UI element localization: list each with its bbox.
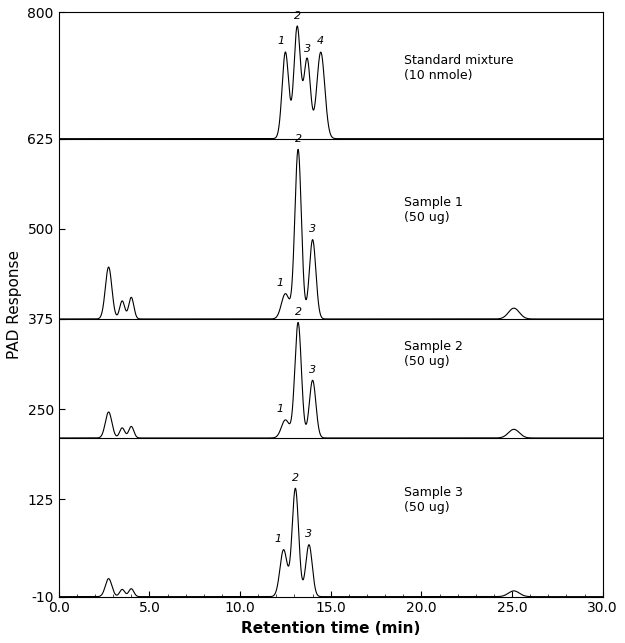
Text: 4: 4 xyxy=(318,37,324,46)
Text: 2: 2 xyxy=(294,307,302,317)
Text: 3: 3 xyxy=(309,224,316,234)
Text: Sample 1
(50 ug): Sample 1 (50 ug) xyxy=(404,196,463,224)
Text: 1: 1 xyxy=(277,278,284,288)
Text: 2: 2 xyxy=(292,473,299,483)
Text: 2: 2 xyxy=(294,11,301,21)
X-axis label: Retention time (min): Retention time (min) xyxy=(241,621,421,636)
Text: 1: 1 xyxy=(278,37,284,46)
Text: 1: 1 xyxy=(275,534,282,544)
Text: 3: 3 xyxy=(309,365,316,374)
Text: 3: 3 xyxy=(304,44,311,53)
Text: 1: 1 xyxy=(277,404,284,414)
Text: Sample 2
(50 ug): Sample 2 (50 ug) xyxy=(404,340,463,368)
Text: Sample 3
(50 ug): Sample 3 (50 ug) xyxy=(404,486,463,514)
Text: 3: 3 xyxy=(306,529,312,539)
Y-axis label: PAD Response: PAD Response xyxy=(7,250,22,359)
Text: 2: 2 xyxy=(294,134,302,143)
Text: Standard mixture
(10 nmole): Standard mixture (10 nmole) xyxy=(404,54,514,82)
